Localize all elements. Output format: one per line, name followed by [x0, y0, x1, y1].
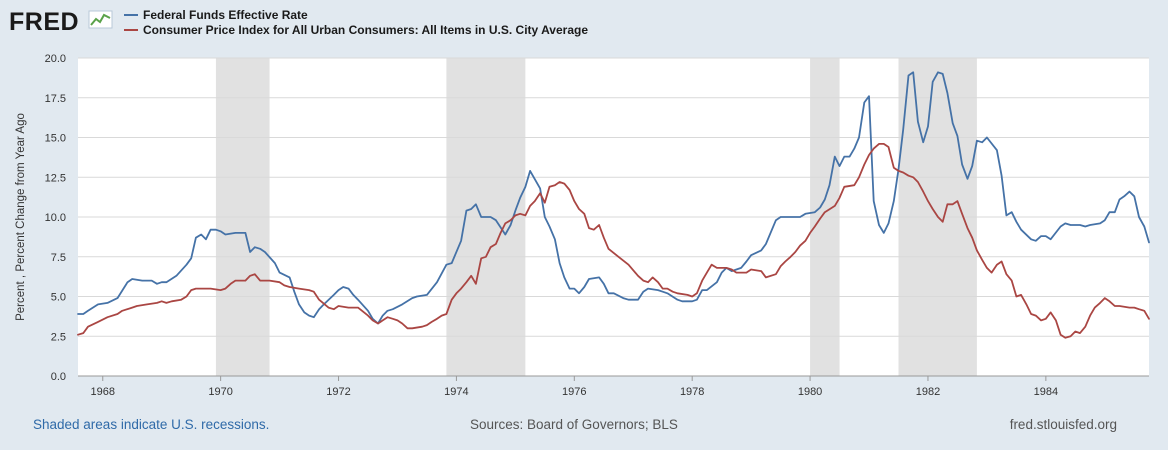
x-tick-label: 1980: [798, 386, 822, 398]
y-tick-label: 0.0: [51, 371, 66, 383]
series-line-fed-funds-rate[interactable]: [77, 71, 1150, 325]
x-tick-label: 1970: [208, 386, 232, 398]
y-tick-label: 20.0: [45, 53, 66, 65]
y-tick-label: 7.5: [51, 252, 66, 264]
y-tick-label: 2.5: [51, 331, 66, 343]
fred-logo[interactable]: FRED: [9, 8, 113, 36]
y-axis-label: Percent , Percent Change from Year Ago: [15, 113, 27, 321]
sources-note: Sources: Board of Governors; BLS: [470, 417, 678, 432]
x-axis: 1968 1970 1972 1974 1976 1978 1980 1982 1984: [91, 376, 1058, 398]
legend-label: Consumer Price Index for All Urban Consu…: [143, 23, 588, 37]
series-lines: [77, 71, 1150, 339]
legend-label: Federal Funds Effective Rate: [143, 8, 308, 22]
fred-chart-icon: [88, 10, 113, 29]
y-axis: 0.0 2.5 5.0 7.5 10.0 12.5 15.0 17.5 20.0: [45, 53, 66, 383]
gridlines: [78, 57, 1149, 377]
x-tick-label: 1984: [1034, 386, 1058, 398]
fred-logo-text: FRED: [9, 8, 79, 36]
x-tick-label: 1968: [91, 386, 115, 398]
recession-note-link[interactable]: Shaded areas indicate U.S. recessions.: [33, 417, 270, 432]
x-tick-label: 1982: [916, 386, 940, 398]
x-tick-label: 1976: [562, 386, 586, 398]
y-tick-label: 5.0: [51, 292, 66, 304]
y-tick-label: 12.5: [45, 172, 66, 184]
x-tick-label: 1974: [444, 386, 468, 398]
y-tick-label: 15.0: [45, 133, 66, 145]
y-tick-label: 17.5: [45, 93, 66, 105]
y-tick-label: 10.0: [45, 212, 66, 224]
x-tick-label: 1972: [326, 386, 350, 398]
series-line-cpi-change[interactable]: [77, 143, 1150, 339]
fred-site-link[interactable]: fred.stlouisfed.org: [1009, 417, 1117, 432]
x-tick-label: 1978: [680, 386, 704, 398]
